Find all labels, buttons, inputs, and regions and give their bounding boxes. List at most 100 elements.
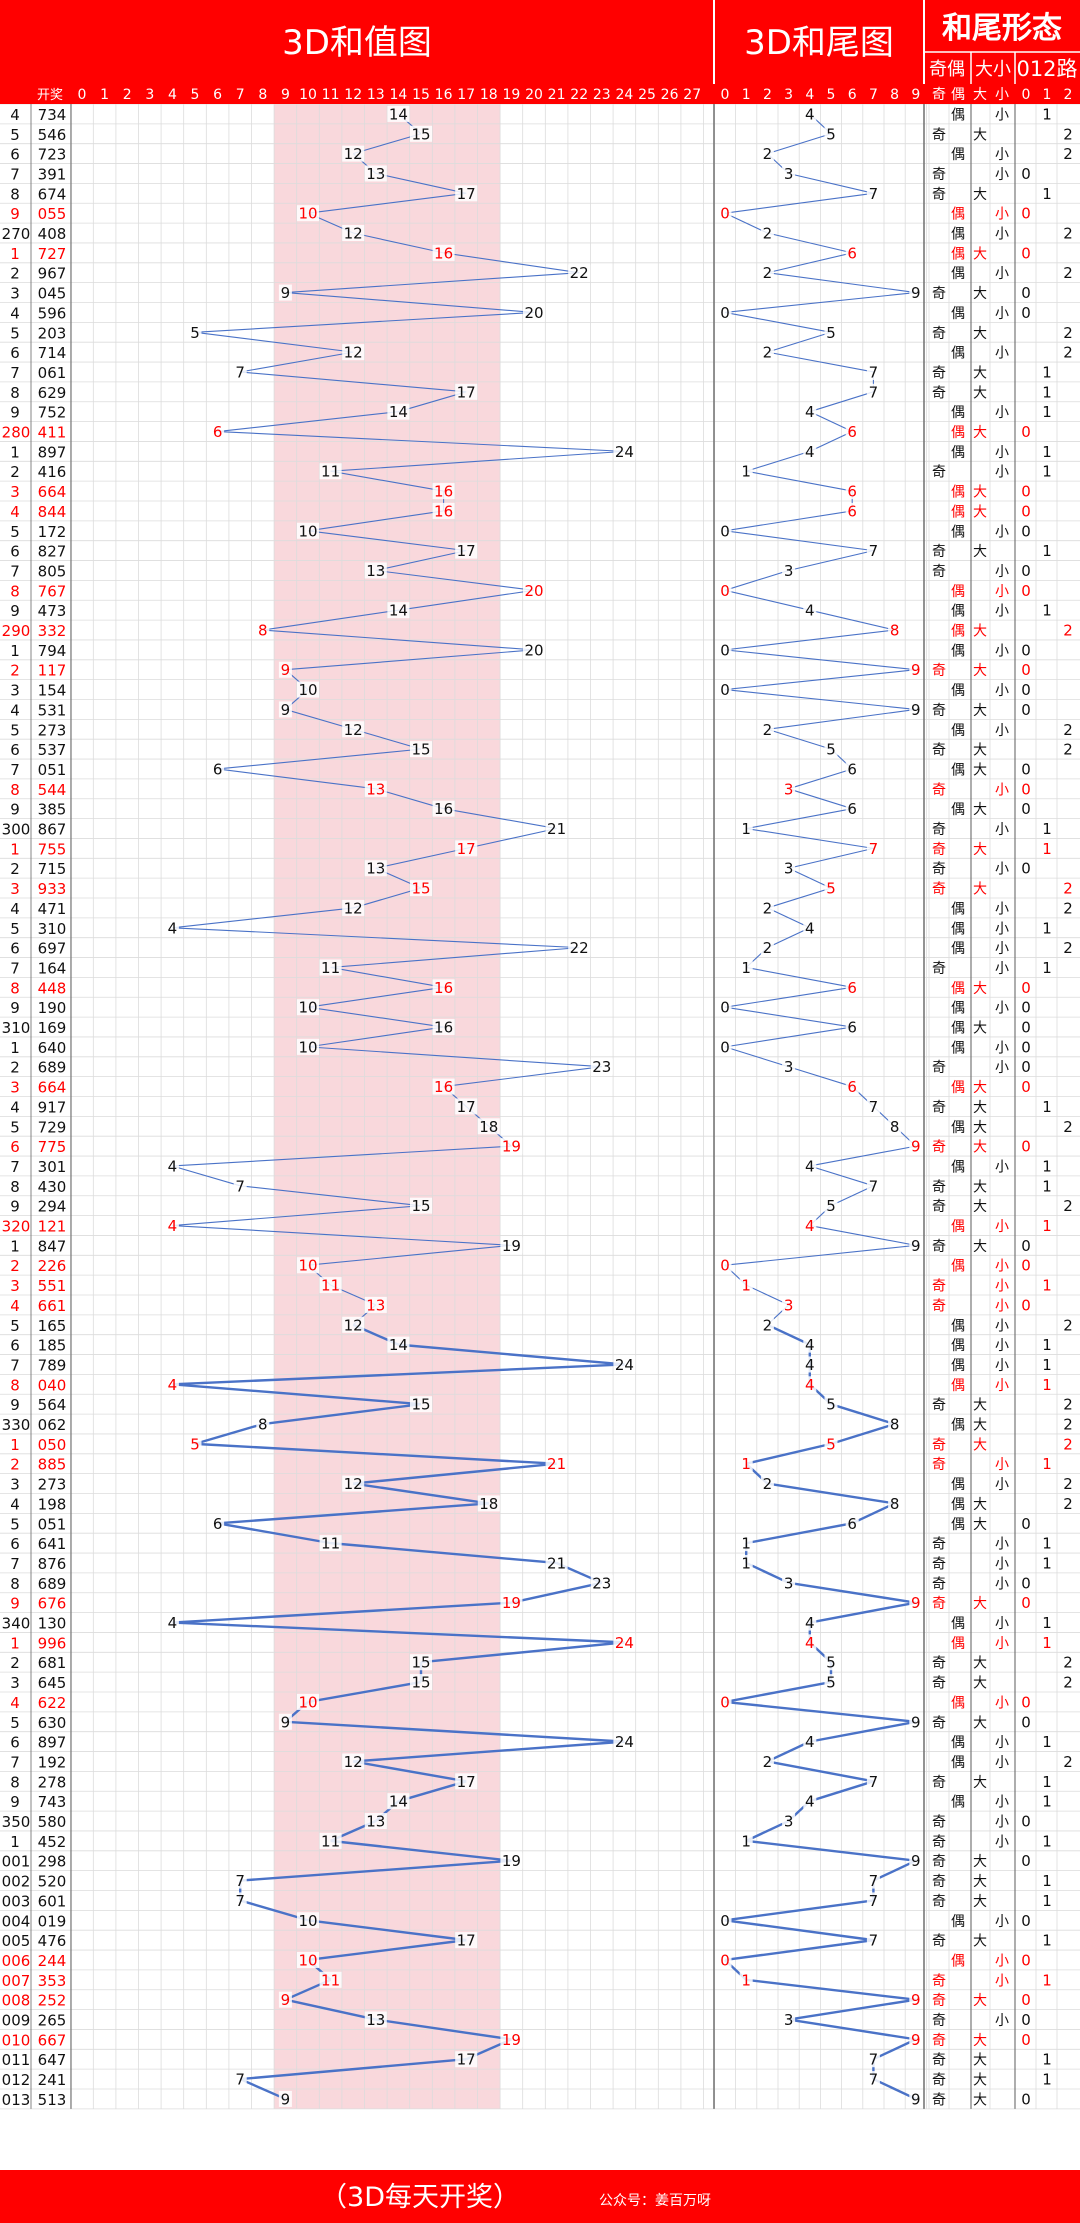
draw-number: 596 (38, 304, 67, 322)
tail-point-label: 2 (763, 899, 773, 917)
issue-number: 001 (2, 1853, 31, 1871)
sum-series-segment (240, 351, 354, 373)
route-mark: 0 (1021, 244, 1031, 262)
big-small-mark: 大 (973, 1120, 987, 1136)
sum-series-segment (443, 252, 580, 274)
big-small-mark: 大 (973, 624, 987, 640)
sum-point-label: 7 (235, 1177, 245, 1195)
issue-number: 5 (10, 721, 20, 739)
sum-point-label-bg (319, 1535, 342, 1552)
tail-point-label: 4 (805, 1376, 815, 1394)
odd-even-mark: 奇 (932, 1278, 946, 1295)
sum-axis-tick: 17 (457, 87, 475, 103)
draw-number: 897 (38, 1734, 67, 1752)
sum-point-label-bg (590, 1058, 613, 1075)
big-small-mark: 大 (973, 703, 987, 719)
route-mark: 0 (1021, 701, 1031, 719)
odd-even-mark: 偶 (951, 1735, 965, 1751)
route-mark: 0 (1021, 641, 1031, 659)
sum-axis-tick: 10 (299, 87, 317, 103)
sum-point-label: 12 (344, 344, 363, 362)
route-mark: 0 (1021, 522, 1031, 540)
odd-even-mark: 偶 (951, 1953, 965, 1969)
big-small-mark: 大 (973, 286, 987, 302)
route-mark: 0 (1021, 661, 1031, 679)
draw-number: 676 (38, 1595, 67, 1613)
tail-point-label: 5 (826, 741, 836, 759)
sum-axis-tick: 27 (683, 87, 701, 103)
tail-series-segment (724, 1244, 916, 1266)
sum-point-label: 5 (190, 1435, 200, 1453)
draw-number: 353 (38, 1972, 67, 1990)
tail-series-segment (767, 252, 853, 274)
sum-series-segment (217, 411, 399, 433)
tail-point-label: 0 (720, 1038, 730, 1056)
route-mark: 0 (1021, 1038, 1031, 1056)
sum-point-label-bg (364, 860, 387, 877)
sum-point-label: 19 (502, 1594, 521, 1612)
sum-point-label: 9 (281, 1713, 291, 1731)
shape-axis-tick: 1 (1043, 87, 1052, 103)
tail-point-label-bg (866, 1098, 880, 1115)
draw-number: 622 (38, 1694, 67, 1712)
tail-series-segment (788, 1066, 853, 1088)
sum-point-label: 22 (570, 264, 589, 282)
draw-number: 544 (38, 781, 67, 799)
route-mark: 2 (1063, 622, 1073, 640)
tail-point-label: 8 (890, 1495, 900, 1513)
big-small-mark: 大 (973, 1854, 987, 1870)
route-mark: 2 (1063, 741, 1073, 759)
draw-number: 689 (38, 1059, 67, 1077)
tail-series-segment (788, 867, 832, 889)
big-small-mark: 小 (995, 227, 1009, 243)
sum-point-label: 16 (434, 979, 453, 997)
sum-point-label-bg (319, 1971, 342, 1988)
tail-point-label-bg (866, 2071, 880, 2088)
tail-point-label-bg (782, 2011, 796, 2028)
sum-series-segment (352, 1760, 467, 1783)
tail-point-label-bg (760, 225, 774, 242)
issue-number: 4 (10, 1098, 20, 1116)
sum-point-label-bg (364, 1813, 387, 1830)
route-mark: 0 (1021, 284, 1031, 302)
odd-even-mark: 偶 (951, 1914, 965, 1930)
draw-number: 564 (38, 1396, 67, 1414)
sum-point-label: 17 (457, 2051, 476, 2069)
odd-even-mark: 奇 (932, 821, 946, 838)
sum-series-segment (194, 1422, 264, 1446)
sum-point-label: 19 (502, 1237, 521, 1255)
shape-axis-tick: 奇 (932, 86, 946, 103)
odd-even-mark: 奇 (932, 464, 946, 481)
tail-point-label-bg (909, 1991, 923, 2008)
big-small-mark: 大 (973, 1596, 987, 1612)
route-mark: 1 (1042, 363, 1052, 381)
tail-point-label: 7 (869, 383, 879, 401)
draw-number: 844 (38, 503, 67, 521)
big-small-mark: 大 (973, 127, 987, 143)
draw-number: 448 (38, 979, 67, 997)
big-small-mark: 大 (973, 882, 987, 898)
sum-point-label: 14 (389, 1336, 408, 1354)
sum-series-segment (240, 371, 467, 393)
issue-number: 1 (10, 840, 20, 858)
tail-point-label: 3 (784, 1058, 794, 1076)
sum-point-label: 17 (457, 383, 476, 401)
route-mark: 0 (1021, 1951, 1031, 1969)
title-bar (0, 0, 1080, 84)
issue-number: 6 (10, 1734, 20, 1752)
sum-series-segment (443, 1066, 602, 1088)
route-mark: 1 (1042, 1217, 1052, 1235)
sum-series-segment (172, 1224, 512, 1246)
tail-axis-tick: 9 (911, 87, 920, 103)
big-small-mark: 小 (995, 1378, 1009, 1394)
tail-series-segment (788, 1998, 916, 2021)
draw-number: 827 (38, 543, 67, 561)
tail-point-label-bg (782, 1813, 796, 1830)
tail-point-label: 2 (763, 145, 773, 163)
draw-number: 674 (38, 185, 67, 203)
issue-number: 5 (10, 1714, 20, 1732)
big-small-mark: 小 (995, 207, 1009, 223)
route-mark: 0 (1021, 1296, 1031, 1314)
sum-series-segment (240, 2058, 467, 2081)
sum-point-label-bg (297, 522, 319, 539)
